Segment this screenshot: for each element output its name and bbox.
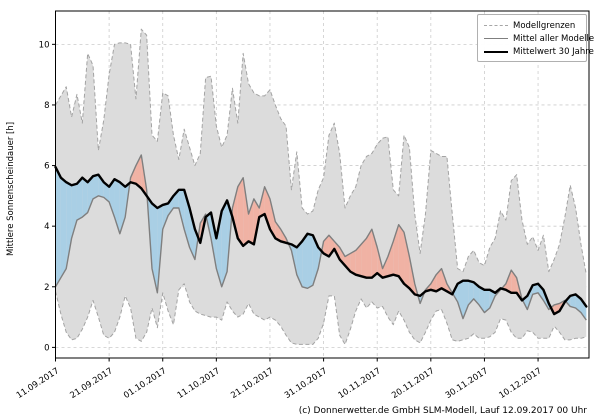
x-tick-label: 21.09.2017	[68, 366, 114, 401]
y-tick-label: 6	[44, 162, 49, 172]
dashed-line-sample-icon	[484, 25, 508, 26]
anomaly-fill	[312, 235, 319, 286]
anomaly-fill	[82, 177, 88, 218]
anomaly-fill	[307, 233, 313, 289]
anomaly-fill	[162, 203, 169, 230]
anomaly-fill	[570, 294, 576, 308]
anomaly-fill	[371, 229, 378, 278]
anomaly-fill	[216, 211, 222, 287]
anomaly-fill	[178, 189, 185, 230]
anomaly-fill	[76, 177, 83, 221]
anomaly-fill	[109, 179, 115, 218]
legend-label: Modellgrenzen	[513, 20, 576, 31]
legend-item-mittel-aller-modelle: Mittel aller Modelle	[484, 33, 594, 44]
x-tick-label: 20.11.2017	[390, 366, 436, 401]
y-axis-label: Mittlere Sonnenscheindauer [h]	[6, 121, 16, 257]
copyright-caption: (c) Donnerwetter.de GmbH SLM-Modell, Lau…	[298, 406, 587, 416]
anomaly-fill	[511, 270, 517, 293]
anomaly-fill	[457, 280, 463, 319]
anomaly-fill	[430, 274, 437, 292]
anomaly-fill	[505, 270, 512, 293]
anomaly-fill	[361, 238, 367, 278]
anomaly-fill	[60, 177, 67, 278]
anomaly-fill	[98, 174, 104, 198]
anomaly-fill	[484, 289, 490, 313]
anomaly-fill	[275, 221, 281, 242]
legend-item-modellgrenzen: Modellgrenzen	[484, 20, 580, 31]
mean-30y-line	[54, 165, 588, 316]
x-tick-label: 11.10.2017	[176, 366, 222, 401]
legend-label: Mittel aller Modelle	[513, 33, 595, 44]
anomaly-fill	[468, 280, 474, 305]
anomaly-fill	[580, 298, 587, 321]
anomaly-fill	[538, 283, 544, 301]
black-line-sample-icon	[484, 50, 508, 53]
axes-spines	[55, 10, 590, 359]
anomaly-fill	[296, 241, 303, 287]
y-tick-label: 4	[44, 222, 49, 232]
anomaly-fill	[355, 244, 362, 277]
anomaly-fill	[436, 268, 442, 292]
legend: Modellgrenzen Mittel aller Modelle Mitte…	[477, 14, 594, 62]
anomaly-fill	[152, 203, 158, 293]
anomaly-fill	[463, 280, 469, 319]
anomaly-fill	[473, 282, 480, 305]
x-tick-label: 11.09.2017	[15, 366, 61, 401]
anomaly-fill	[237, 177, 244, 246]
anomaly-fill	[527, 285, 533, 310]
anomaly-fill	[221, 200, 228, 287]
anomaly-fill	[210, 212, 217, 269]
anomaly-fill	[387, 241, 394, 277]
anomaly-fill	[93, 174, 99, 199]
x-tick-label: 10.11.2017	[337, 366, 383, 401]
y-tick-label: 8	[44, 101, 49, 111]
anomaly-fill	[66, 182, 72, 269]
anomaly-fill	[366, 229, 372, 278]
model-range-lower-line	[55, 283, 587, 345]
model-range-upper-line	[55, 28, 587, 275]
gray-line-sample-icon	[484, 38, 508, 39]
x-tick-label: 30.11.2017	[444, 366, 490, 401]
legend-label: Mittelwert 30 Jahre	[513, 46, 594, 57]
anomaly-fill	[232, 186, 238, 239]
anomaly-fill	[87, 176, 94, 213]
anomaly-fill	[398, 224, 405, 284]
legend-item-mittelwert-30-jahre: Mittelwert 30 Jahre	[484, 46, 594, 57]
x-tick-label: 31.10.2017	[283, 366, 329, 401]
x-tick-label: 10.12.2017	[497, 366, 543, 401]
x-tick-label: 21.10.2017	[229, 366, 275, 401]
y-tick-label: 10	[39, 40, 50, 50]
anomaly-fill	[55, 167, 61, 287]
anomaly-fill	[189, 207, 195, 260]
anomaly-fill	[382, 256, 388, 278]
y-tick-label: 0	[44, 343, 49, 353]
anomaly-fill	[302, 233, 308, 289]
anomaly-fill	[404, 232, 410, 289]
anomaly-fill	[168, 195, 174, 216]
anomaly-fill	[269, 198, 276, 239]
x-tick-label: 01.10.2017	[122, 366, 168, 401]
y-tick-label: 2	[44, 283, 49, 293]
anomaly-fill	[350, 250, 356, 275]
anomaly-fill	[532, 283, 539, 295]
model-mean-line	[54, 154, 587, 321]
anomaly-fill	[248, 198, 254, 245]
anomaly-fill	[243, 177, 249, 246]
model-range-band	[55, 29, 587, 345]
